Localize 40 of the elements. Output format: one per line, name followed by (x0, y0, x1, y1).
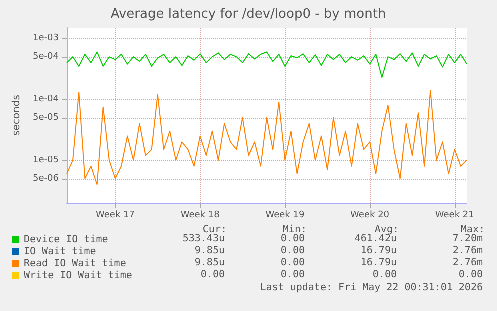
text: Max: (460, 224, 485, 236)
x-tick-label: Week 21 (435, 210, 474, 220)
y-axis-title: seconds (12, 95, 22, 136)
text: 0.00 (280, 234, 305, 244)
text: Last update: Fri May 22 00:31:01 2026 (260, 282, 483, 294)
text: 533.43u (182, 234, 225, 244)
text: 0.00 (280, 258, 305, 268)
text: 461.42u (354, 234, 397, 244)
x-tick-label: Week 20 (350, 210, 390, 220)
x-tick-label: Week 17 (96, 210, 135, 220)
legend-label: Write IO Wait time (24, 270, 132, 282)
y-tick-label: 5e-06 (33, 174, 60, 184)
text: 0.00 (200, 270, 225, 280)
legend-label: Read IO Wait time (24, 258, 126, 270)
text: 0.00 (458, 270, 483, 280)
text: 0.00 (372, 270, 397, 280)
x-tick-label: Week 19 (266, 210, 305, 220)
text: 2.76m (452, 246, 483, 256)
legend-label: IO Wait time (24, 246, 96, 258)
y-tick-label: 1e-04 (33, 94, 60, 105)
chart-title: Average latency for /dev/loop0 - by month (110, 7, 386, 22)
legend-label: Device IO time (24, 234, 108, 246)
text: Avg: (374, 224, 399, 236)
text: 0.00 (280, 246, 305, 256)
text: Min: (282, 224, 307, 236)
text: 2.76m (452, 258, 483, 268)
y-tick-label: 1e-05 (33, 155, 59, 166)
y-tick-label: 5e-05 (33, 112, 59, 123)
text: 7.20m (452, 234, 483, 244)
text: Cur: (202, 224, 227, 236)
line-series (66, 90, 468, 186)
text: 16.79u (360, 246, 397, 256)
text: 0.00 (280, 270, 305, 280)
text: 9.85u (194, 246, 225, 256)
text: 16.79u (360, 258, 397, 268)
line-series (66, 52, 468, 78)
y-tick-label: 5e-04 (33, 52, 60, 62)
x-tick-label: Week 18 (180, 210, 220, 220)
text: 9.85u (194, 258, 225, 268)
y-tick-label: 1e-03 (33, 34, 59, 44)
